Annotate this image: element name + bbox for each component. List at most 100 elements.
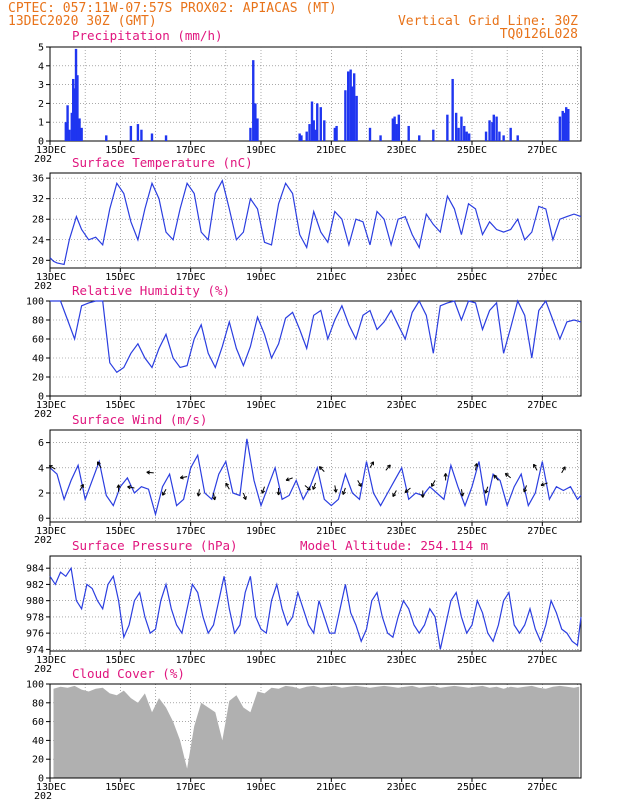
- wind-arrow-shaft: [504, 473, 511, 479]
- wind-arrow: [533, 463, 538, 471]
- wind-arrow-head: [127, 485, 131, 488]
- wind-arrow: [484, 486, 489, 494]
- precip-bar: [463, 125, 466, 141]
- precip-bar: [105, 135, 108, 141]
- wind-arrow-shaft: [342, 487, 346, 495]
- precip-bar: [78, 118, 81, 141]
- precip-bar: [150, 133, 154, 141]
- pressure-xtick-label: 23DEC: [387, 655, 417, 666]
- wind-arrow-head: [460, 493, 464, 497]
- wind-xtick-label: 19DEC: [246, 526, 276, 537]
- wind-arrow-shaft: [460, 489, 464, 497]
- precip-bar: [74, 48, 78, 141]
- pressure-title: Surface Pressure (hPa): [72, 538, 238, 553]
- pressure-frame: [49, 555, 582, 652]
- wind-arrow: [79, 484, 84, 491]
- wind-arrow-shaft: [404, 487, 411, 493]
- rh-title: Relative Humidity (%): [72, 283, 230, 298]
- wind-arrow: [146, 470, 154, 475]
- wind-arrow: [318, 466, 325, 472]
- precip-bar: [252, 60, 255, 141]
- pressure-ytick-label: 984: [26, 564, 44, 575]
- wind-arrow-shaft: [48, 465, 56, 470]
- precip-frame: [49, 46, 582, 142]
- cloud-xtick-label: 25DEC: [457, 782, 487, 793]
- cloud-ytick-label: 40: [32, 736, 44, 747]
- rh-ytick-label: 80: [32, 316, 44, 327]
- precip-xtick-label: 17DEC: [176, 145, 206, 156]
- precip-title: Precipitation (mm/h): [72, 28, 223, 43]
- precip-bar: [323, 120, 326, 141]
- temp-frame: [49, 172, 582, 269]
- wind-arrow: [304, 485, 311, 491]
- wind-arrow-shaft: [533, 464, 538, 471]
- precip-bar: [76, 75, 79, 141]
- wind-arrow-shaft: [392, 490, 397, 497]
- temp-ytick-label: 24: [32, 235, 44, 246]
- wind-arrow-head: [196, 492, 199, 497]
- pressure-ytick-label: 978: [26, 612, 44, 623]
- precip-xtick-label: 15DEC: [105, 145, 135, 156]
- temp-xtick-label: 23DEC: [387, 272, 417, 283]
- precip-bar: [312, 120, 315, 141]
- wind-arrow: [333, 485, 338, 493]
- precip-bar: [351, 86, 354, 141]
- rh-xtick-label: 13DEC: [36, 400, 66, 411]
- pressure-series-line: [49, 566, 582, 650]
- wind-arrow-head: [146, 470, 151, 473]
- precip-bar: [298, 133, 301, 141]
- precip-bar: [567, 109, 570, 141]
- cloud-ytick-label: 80: [32, 698, 44, 709]
- rh-year-stub: 202: [34, 409, 52, 420]
- wind-arrow: [242, 492, 247, 500]
- precip-xtick-label: 23DEC: [387, 145, 417, 156]
- precip-bar: [136, 124, 140, 141]
- pressure-year-stub: 202: [34, 664, 52, 675]
- wind-arrow-shaft: [493, 474, 499, 481]
- wind-arrow-shaft: [180, 476, 188, 479]
- temp-xtick-label: 25DEC: [457, 272, 487, 283]
- wind-arrow-shaft: [523, 485, 527, 493]
- wind-series-line: [49, 438, 582, 517]
- precip-bar: [64, 122, 68, 141]
- wind-arrow-head: [540, 482, 544, 486]
- cloud-ytick-label: 20: [32, 755, 44, 766]
- pressure-xtick-label: 17DEC: [176, 655, 206, 666]
- wind-title: Surface Wind (m/s): [72, 412, 207, 427]
- precip-bar: [397, 114, 401, 141]
- cloud-year-stub: 202: [34, 791, 52, 800]
- precip-bar: [393, 116, 396, 141]
- wind-arrow-shaft: [162, 488, 167, 496]
- wind-arrow: [261, 486, 266, 494]
- wind-arrow-head: [312, 485, 314, 490]
- wind-arrow: [357, 480, 362, 487]
- temp-ytick-label: 36: [32, 174, 44, 185]
- precip-bar: [249, 127, 252, 141]
- cloud-ytick-label: 0: [38, 774, 44, 785]
- wind-arrow-shaft: [385, 464, 391, 471]
- precip-bar: [333, 127, 337, 141]
- wind-xtick-label: 21DEC: [316, 526, 346, 537]
- wind-xtick-label: 23DEC: [387, 526, 417, 537]
- wind-arrow: [179, 475, 188, 480]
- precip-bar: [66, 105, 69, 141]
- precip-ytick-label: 3: [38, 80, 44, 91]
- cloud-ytick-label: 100: [26, 680, 44, 691]
- wind-arrow-head: [523, 488, 525, 493]
- precip-ytick-label: 2: [38, 99, 44, 110]
- precip-xtick-label: 19DEC: [246, 145, 276, 156]
- wind-arrow-shaft: [285, 477, 293, 481]
- precip-ytick-label: 4: [38, 61, 44, 72]
- wind-arrow: [561, 466, 566, 474]
- wind-arrow: [116, 484, 121, 492]
- wind-arrow: [212, 492, 217, 501]
- precip-bar: [254, 103, 257, 141]
- precip-xtick-label: 25DEC: [457, 145, 487, 156]
- wind-arrow-head: [212, 496, 216, 501]
- precip-bar: [502, 135, 505, 141]
- pressure-xtick-label: 21DEC: [316, 655, 346, 666]
- precip-bar: [562, 112, 566, 141]
- wind-arrow: [276, 487, 281, 496]
- wind-arrow: [443, 473, 448, 481]
- wind-arrow: [369, 461, 375, 469]
